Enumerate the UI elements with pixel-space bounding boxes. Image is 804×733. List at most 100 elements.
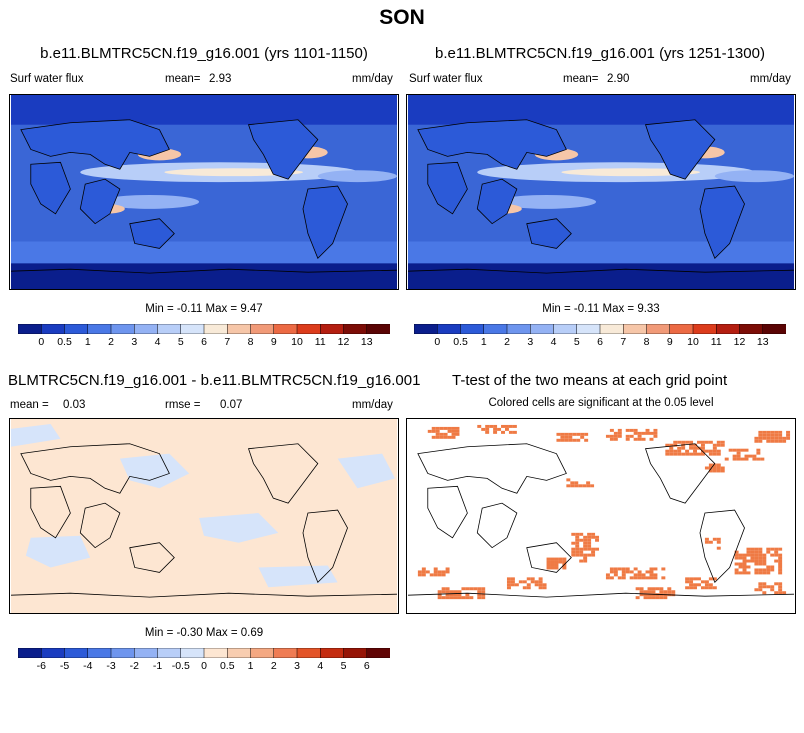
significant-cell — [613, 573, 618, 577]
significant-cell — [431, 435, 436, 439]
significant-cell — [421, 570, 426, 574]
significant-cell — [653, 431, 658, 435]
panel3-colorbar-swatch — [343, 648, 368, 658]
significant-cell — [566, 484, 571, 488]
significant-cell — [641, 576, 646, 580]
panel3-colorbar-svg — [18, 648, 390, 658]
significant-cell — [673, 440, 678, 444]
significant-cell — [770, 439, 775, 443]
significant-cell — [493, 430, 498, 434]
significant-cell — [477, 587, 482, 591]
significant-cell — [708, 469, 713, 473]
significant-cell — [669, 449, 674, 453]
significant-cell — [447, 435, 452, 439]
panel1-colorbar-swatch — [87, 324, 112, 334]
panel3-title: BLMTRC5CN.f19_g16.001 - b.e11.BLMTRC5CN.… — [8, 372, 421, 389]
significant-cell — [570, 484, 575, 488]
significant-cell — [750, 553, 755, 557]
significant-cell — [700, 586, 705, 590]
significant-cell — [653, 567, 658, 571]
significant-cell — [647, 593, 652, 597]
significant-cell — [574, 481, 579, 485]
significant-cell — [659, 596, 664, 600]
panel2-colorbar-tick-label: 13 — [756, 336, 769, 348]
significant-cell — [708, 463, 713, 467]
significant-cell — [778, 556, 783, 560]
significant-cell — [437, 573, 442, 577]
panel2-colorbar-tick-label: 11 — [710, 336, 722, 348]
panel2-map-svg — [407, 95, 795, 289]
panel2-colorbar-tick-label: 12 — [733, 336, 746, 348]
significant-cell — [734, 571, 739, 575]
panel2-colorbar-swatch — [669, 324, 694, 334]
significant-cell — [655, 587, 660, 591]
panel3-colorbar-tick-label: -5 — [59, 660, 70, 672]
significant-cell — [633, 576, 638, 580]
significant-cell — [770, 430, 775, 434]
significant-cell — [613, 431, 618, 435]
significant-cell — [649, 573, 654, 577]
panel1-colorbar-swatch — [273, 324, 298, 334]
significant-cell — [738, 553, 743, 557]
significant-cell — [766, 585, 771, 589]
significant-cell — [782, 436, 787, 440]
significant-cell — [774, 553, 779, 557]
significant-cell — [579, 532, 584, 536]
significant-cell — [587, 532, 592, 536]
significant-cell — [477, 590, 482, 594]
significant-cell — [712, 443, 717, 447]
significant-cell — [693, 586, 698, 590]
panel2-colorbar-tick-label: 3 — [527, 336, 534, 348]
panel2-colorbar-swatch — [414, 324, 438, 334]
panel1-antarctic-coast — [10, 268, 398, 274]
significant-cell — [712, 463, 717, 467]
significant-cell — [762, 436, 767, 440]
significant-cell — [645, 576, 650, 580]
significant-cell — [712, 452, 717, 456]
significant-cell — [778, 582, 783, 586]
significant-cell — [669, 452, 674, 456]
significant-cell — [770, 433, 775, 437]
significant-cell — [766, 571, 771, 575]
significant-cell — [712, 446, 717, 450]
significant-cell — [605, 576, 610, 580]
significant-cell — [443, 435, 448, 439]
significant-cell — [579, 547, 584, 551]
significant-cell — [522, 580, 527, 584]
significant-cell — [546, 566, 551, 570]
significant-cell — [510, 583, 515, 587]
panel2-colorbar-tick-label: 5 — [573, 336, 580, 348]
significant-cell — [429, 573, 434, 577]
panel1-colorbar-swatch — [64, 324, 89, 334]
panel2-colorbar-swatch — [530, 324, 555, 334]
significant-cell — [512, 430, 517, 434]
panel2-colorbar-swatch — [692, 324, 717, 334]
panel2-colorbar-tick-label: 7 — [620, 336, 627, 348]
significant-cell — [637, 434, 642, 438]
panel2-minmax: Min = -0.11 Max = 9.33 — [542, 303, 660, 315]
significant-cell — [760, 457, 765, 461]
significant-cell — [750, 559, 755, 563]
significant-cell — [758, 436, 763, 440]
significant-cell — [639, 593, 644, 597]
panel1-colorbar-tick-label: 4 — [154, 336, 161, 348]
panel1-atlantic-itcz — [317, 170, 398, 183]
panel2-map — [406, 94, 796, 290]
panel2-mean-value: 2.90 — [607, 73, 630, 85]
significant-cell — [774, 433, 779, 437]
panel1-southern-storm-band — [10, 241, 398, 264]
significant-cell — [579, 553, 584, 557]
significant-cell — [560, 432, 565, 436]
page-title: SON — [379, 6, 425, 29]
significant-cell — [669, 443, 674, 447]
significant-cell — [477, 424, 482, 428]
significant-cell — [633, 437, 638, 441]
significant-cell — [734, 553, 739, 557]
significant-cell — [433, 567, 438, 571]
significant-cell — [583, 553, 588, 557]
panel1-colorbar-svg — [18, 324, 390, 334]
panel1-colorbar-tick-label: 8 — [247, 336, 254, 348]
panel3-mean-label: mean = — [10, 399, 49, 411]
significant-cell — [689, 446, 694, 450]
significant-cell — [661, 567, 666, 571]
